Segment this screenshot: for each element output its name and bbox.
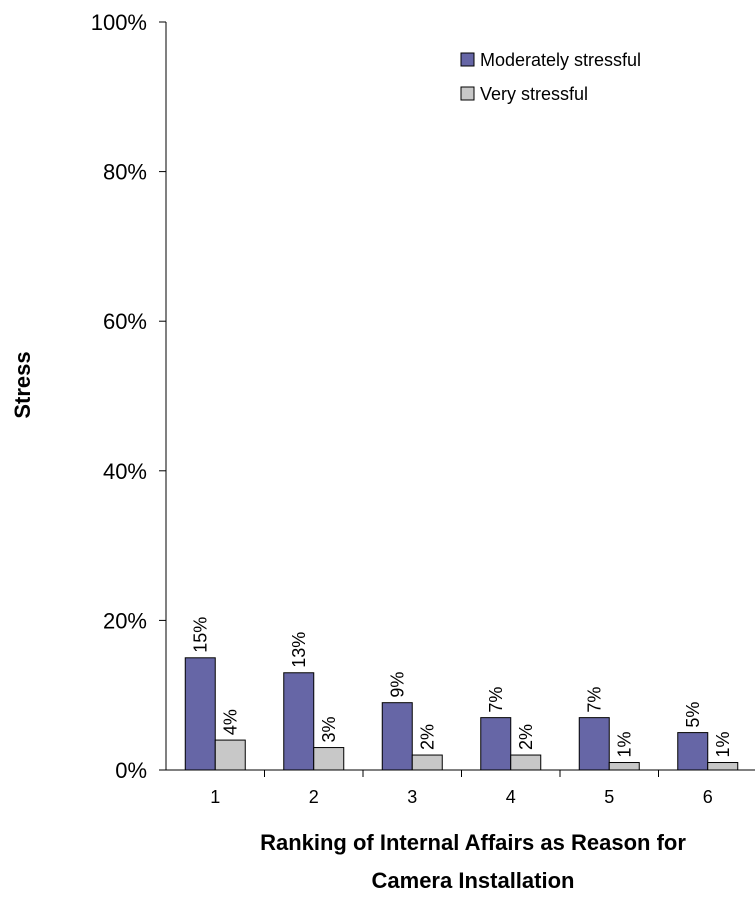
legend: Moderately stressful Very stressful <box>460 50 641 104</box>
data-label: 5% <box>683 702 703 728</box>
y-tick-label: 60% <box>103 309 147 334</box>
bar-moderately-stressful <box>578 717 610 771</box>
bar-very-stressful <box>411 754 443 771</box>
data-label: 15% <box>190 617 210 653</box>
data-label: 1% <box>614 732 634 758</box>
bar-very-stressful <box>313 747 345 771</box>
x-axis-title-line-2: Camera Installation <box>372 868 575 893</box>
legend-label-moderately-stressful: Moderately stressful <box>480 50 641 70</box>
bar-moderately-stressful <box>283 672 315 771</box>
x-category-label: 1 <box>210 787 220 807</box>
data-label: 2% <box>417 724 437 750</box>
data-label: 4% <box>220 709 240 735</box>
x-category-label: 5 <box>604 787 614 807</box>
y-tick-label: 100% <box>91 10 147 35</box>
data-label: 3% <box>319 717 339 743</box>
y-tick-label: 80% <box>103 160 147 185</box>
data-label: 9% <box>387 672 407 698</box>
data-label: 1% <box>713 732 733 758</box>
bar-moderately-stressful <box>184 657 216 771</box>
y-tick-label: 40% <box>103 459 147 484</box>
x-category-label: 6 <box>703 787 713 807</box>
bar-very-stressful <box>608 762 640 771</box>
x-category-label: 4 <box>506 787 516 807</box>
bar-moderately-stressful <box>381 702 413 771</box>
legend-swatch-moderately-stressful <box>460 52 475 67</box>
data-label: 2% <box>516 724 536 750</box>
bar-moderately-stressful <box>480 717 512 771</box>
y-tick-label: 20% <box>103 608 147 633</box>
plot-area: 0% 20% 40% 60% 80% 100% 1 2 3 4 5 6 15% 13% 9% 7% 7% 5% 4%… <box>91 10 755 807</box>
data-label: 13% <box>289 632 309 668</box>
legend-swatch-very-stressful <box>460 86 475 101</box>
data-label: 7% <box>584 687 604 713</box>
x-axis-title-line-1: Ranking of Internal Affairs as Reason fo… <box>260 830 686 855</box>
bar-moderately-stressful <box>677 732 709 771</box>
bar-very-stressful <box>510 754 542 771</box>
y-tick-label: 0% <box>115 758 147 783</box>
x-category-label: 2 <box>309 787 319 807</box>
bar-very-stressful <box>214 739 246 771</box>
data-label: 7% <box>486 687 506 713</box>
legend-label-very-stressful: Very stressful <box>480 84 588 104</box>
x-category-label: 3 <box>407 787 417 807</box>
y-axis-title: Stress <box>10 351 35 418</box>
bar-very-stressful <box>707 762 739 771</box>
